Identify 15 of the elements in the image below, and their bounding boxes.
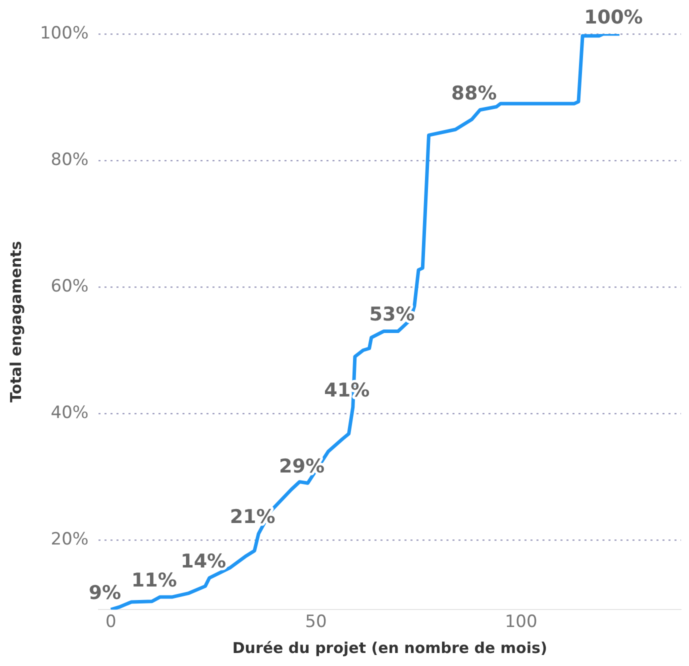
x-tick-label: 100	[504, 612, 538, 632]
x-tick-label: 0	[105, 612, 116, 632]
y-axis-title: Total engagaments	[6, 241, 25, 402]
y-tick-label: 40%	[50, 402, 89, 423]
y-tick-label: 80%	[50, 150, 89, 170]
x-axis-title: Durée du projet (en nombre de mois)	[232, 638, 548, 657]
data-label: 14%	[180, 550, 226, 572]
y-tick-label: 20%	[50, 529, 89, 550]
data-label: 100%	[584, 6, 643, 28]
y-tick-label: 100%	[40, 23, 89, 44]
data-label: 88%	[451, 82, 497, 104]
x-tick-label: 50	[305, 612, 327, 632]
y-tick-label: 60%	[50, 276, 89, 296]
data-label: 9%	[88, 582, 122, 604]
data-label: 11%	[131, 569, 177, 592]
